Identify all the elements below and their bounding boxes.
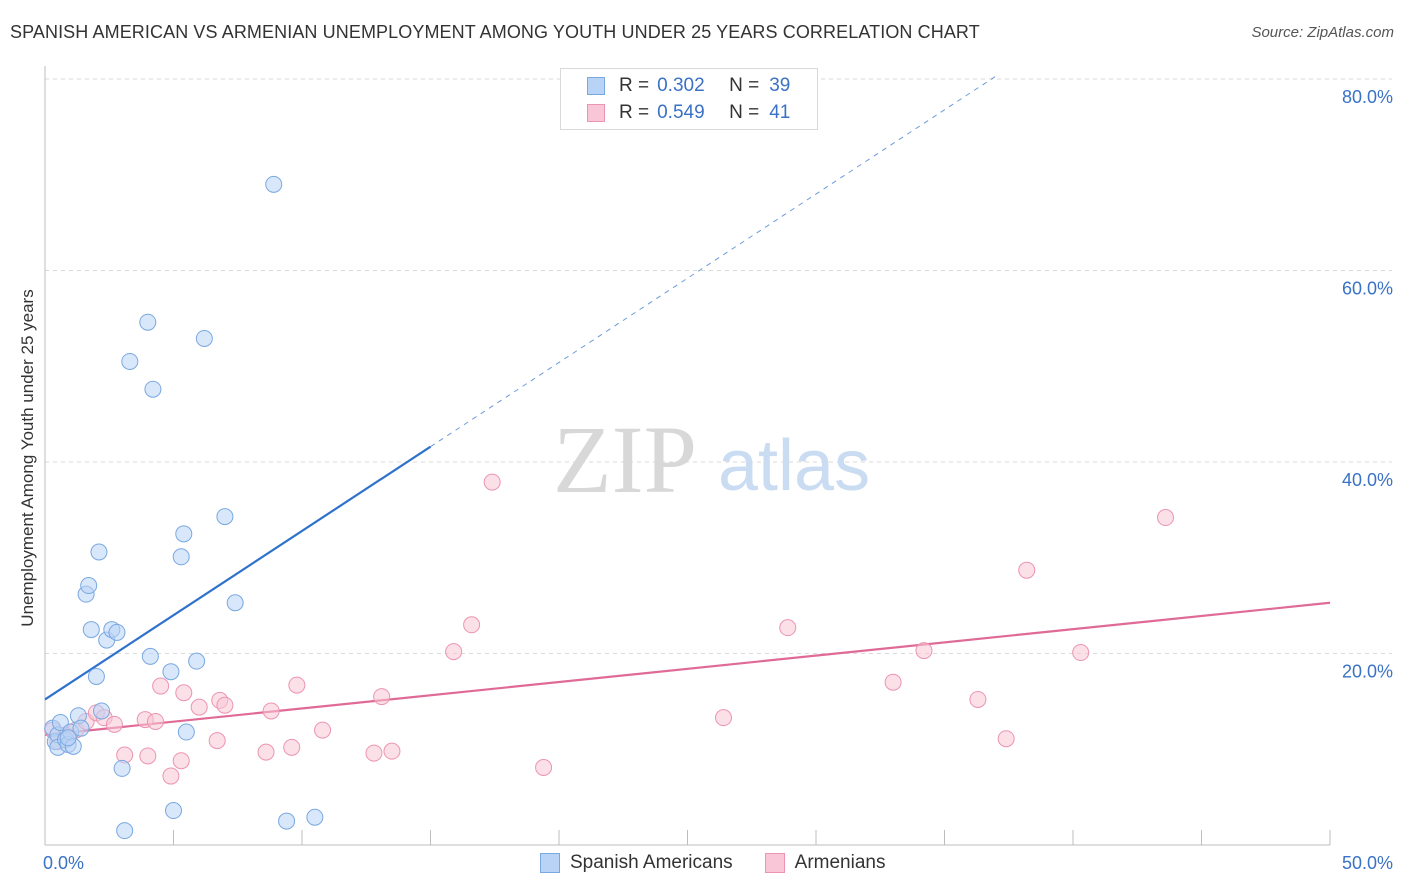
point-armenians [152, 677, 170, 695]
legend-r-label: R = [619, 75, 650, 96]
point-armenians [175, 684, 193, 702]
point-spanish-americans [162, 663, 180, 681]
point-armenians [997, 730, 1015, 748]
legend-r-value: 0.302 [657, 75, 705, 96]
point-spanish-americans [306, 808, 324, 826]
stats-legend: R = 0.302 N = 39 R = 0.549 N = 41 [560, 68, 818, 130]
point-armenians [1018, 561, 1036, 579]
point-armenians [262, 702, 280, 720]
legend-n-label: N = [729, 102, 760, 123]
legend-row-spanish-americans: R = 0.302 N = 39 [587, 74, 790, 98]
legend-swatch-blue [540, 853, 560, 873]
point-spanish-americans [59, 729, 77, 747]
x-tick-label: 0.0% [43, 853, 84, 873]
legend-swatch-pink [587, 104, 605, 122]
legend-swatch-blue [587, 77, 605, 95]
point-armenians [915, 642, 933, 660]
tick-labels: 20.0% 40.0% 60.0% 80.0% 0.0% 50.0% [43, 87, 1393, 873]
legend-r-value: 0.549 [657, 102, 705, 123]
point-spanish-americans [80, 577, 98, 595]
legend-r-label: R = [619, 102, 650, 123]
legend-label: Spanish Americans [570, 852, 733, 873]
point-armenians [147, 712, 165, 730]
point-spanish-americans [82, 621, 100, 639]
point-spanish-americans [172, 548, 190, 566]
point-spanish-americans [177, 723, 195, 741]
legend-item-spanish-americans[interactable]: Spanish Americans [540, 852, 733, 874]
point-spanish-americans [87, 667, 105, 685]
watermark-zip: ZIP [553, 406, 697, 513]
point-spanish-americans [139, 313, 157, 331]
point-armenians [1072, 644, 1090, 662]
point-spanish-americans [165, 802, 182, 820]
axes [44, 66, 1331, 846]
point-armenians [714, 709, 732, 727]
point-armenians [969, 690, 987, 708]
point-spanish-americans [144, 380, 162, 398]
point-armenians [463, 616, 481, 634]
point-armenians [383, 742, 401, 760]
point-armenians [283, 738, 301, 756]
trendline-extension-spanish-americans [430, 75, 997, 448]
point-spanish-americans [90, 543, 108, 561]
point-spanish-americans [175, 525, 193, 543]
point-spanish-americans [265, 175, 283, 193]
point-armenians [373, 688, 391, 706]
chart-title: SPANISH AMERICAN VS ARMENIAN UNEMPLOYMEN… [10, 22, 980, 42]
legend-n-value: 41 [769, 102, 791, 123]
point-spanish-americans [72, 719, 90, 737]
trendlines [44, 75, 1331, 736]
point-armenians [172, 752, 190, 770]
grid-lines [45, 78, 1392, 654]
point-armenians [288, 676, 306, 694]
point-armenians [105, 715, 123, 733]
point-armenians [257, 743, 275, 761]
point-armenians [139, 747, 157, 765]
watermark: ZIP atlas [553, 406, 870, 513]
legend-label: Armenians [794, 852, 886, 873]
legend-n-label: N = [729, 75, 760, 96]
legend-n-value: 39 [769, 75, 791, 96]
point-spanish-americans [108, 623, 126, 641]
watermark-atlas: atlas [718, 426, 870, 506]
trendline-armenians [44, 601, 1331, 736]
point-armenians [314, 721, 332, 739]
point-spanish-americans [226, 594, 244, 612]
data-points [44, 175, 1175, 840]
point-spanish-americans [141, 647, 159, 665]
y-tick-label: 80.0% [1342, 87, 1393, 107]
y-tick-label: 60.0% [1342, 279, 1393, 299]
series-legend: Spanish Americans Armenians [540, 852, 917, 874]
point-armenians [884, 673, 902, 691]
point-spanish-americans [116, 822, 134, 840]
point-armenians [216, 696, 234, 714]
point-armenians [190, 698, 208, 716]
point-spanish-americans [278, 812, 296, 830]
point-spanish-americans [113, 759, 131, 777]
legend-row-armenians: R = 0.549 N = 41 [587, 101, 790, 125]
point-armenians [535, 758, 553, 776]
x-tick-label: 50.0% [1342, 853, 1393, 873]
point-spanish-americans [93, 702, 111, 720]
legend-item-armenians[interactable]: Armenians [764, 852, 886, 874]
y-tick-label: 20.0% [1342, 662, 1393, 682]
point-armenians [208, 732, 226, 750]
point-armenians [445, 643, 463, 661]
source-label: Source: ZipAtlas.com [1251, 24, 1394, 41]
point-spanish-americans [216, 508, 234, 526]
y-tick-label: 40.0% [1342, 470, 1393, 490]
point-armenians [1157, 509, 1175, 527]
point-spanish-americans [195, 329, 213, 347]
trendline-spanish-americans [44, 445, 432, 701]
point-armenians [779, 619, 797, 637]
point-spanish-americans [188, 652, 206, 670]
point-spanish-americans [121, 352, 139, 370]
legend-swatch-pink [764, 853, 785, 873]
point-armenians [162, 767, 180, 785]
point-armenians [483, 473, 501, 491]
point-armenians [365, 744, 383, 762]
